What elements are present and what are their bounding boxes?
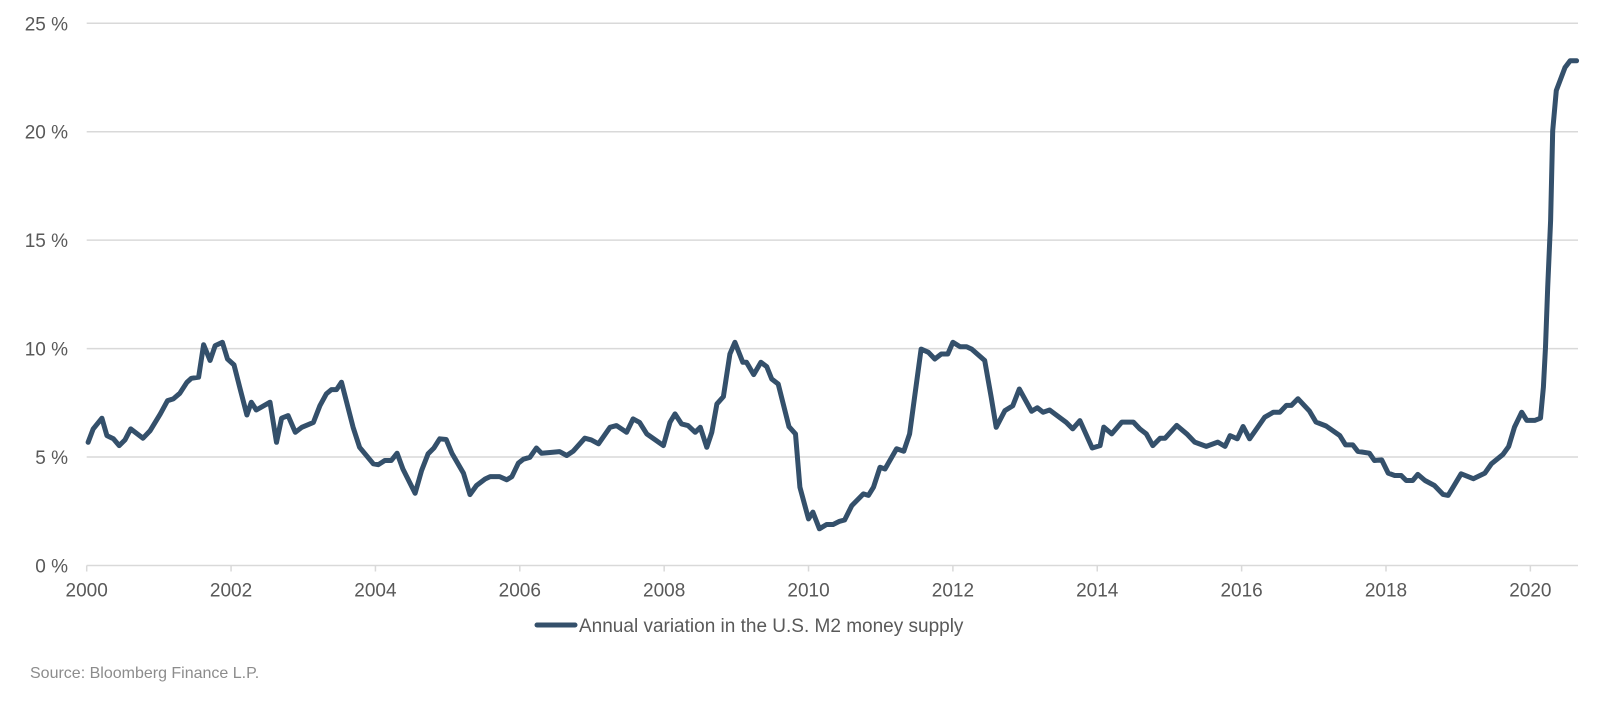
gridlines [86,22,1578,458]
y-tick-label: 15 % [25,231,68,252]
series-group [85,58,1580,532]
source-note: Source: Bloomberg Finance L.P. [30,665,259,682]
x-tick-label: 2002 [210,581,252,602]
x-tick-label: 2020 [1509,581,1551,602]
series-line-m2-annual-variation [85,58,1580,532]
x-tick-label: 2008 [643,581,685,602]
x-tick-label: 2000 [66,581,108,602]
legend-label: Annual variation in the U.S. M2 money su… [579,616,964,637]
y-tick-label: 20 % [25,123,68,144]
x-tick-label: 2010 [787,581,829,602]
x-tick-label: 2016 [1220,581,1262,602]
y-tick-label: 5 % [35,448,68,469]
y-tick-label: 10 % [25,340,68,361]
x-tick-label: 2006 [499,581,541,602]
x-tick-label: 2014 [1076,581,1119,602]
legend: Annual variation in the U.S. M2 money su… [534,616,964,637]
x-tick-label: 2018 [1365,581,1407,602]
y-tick-label: 0 % [35,557,68,578]
x-axis: 2000 2002 2004 2006 2008 2010 2012 2014 2016 2018… [66,564,1578,602]
y-tick-label: 25 % [25,14,68,35]
y-axis-tick-labels: 0 % 5 % 10 % 15 % 20 % 25 % [25,14,68,577]
x-tick-label: 2004 [354,581,397,602]
x-tick-label: 2012 [932,581,974,602]
